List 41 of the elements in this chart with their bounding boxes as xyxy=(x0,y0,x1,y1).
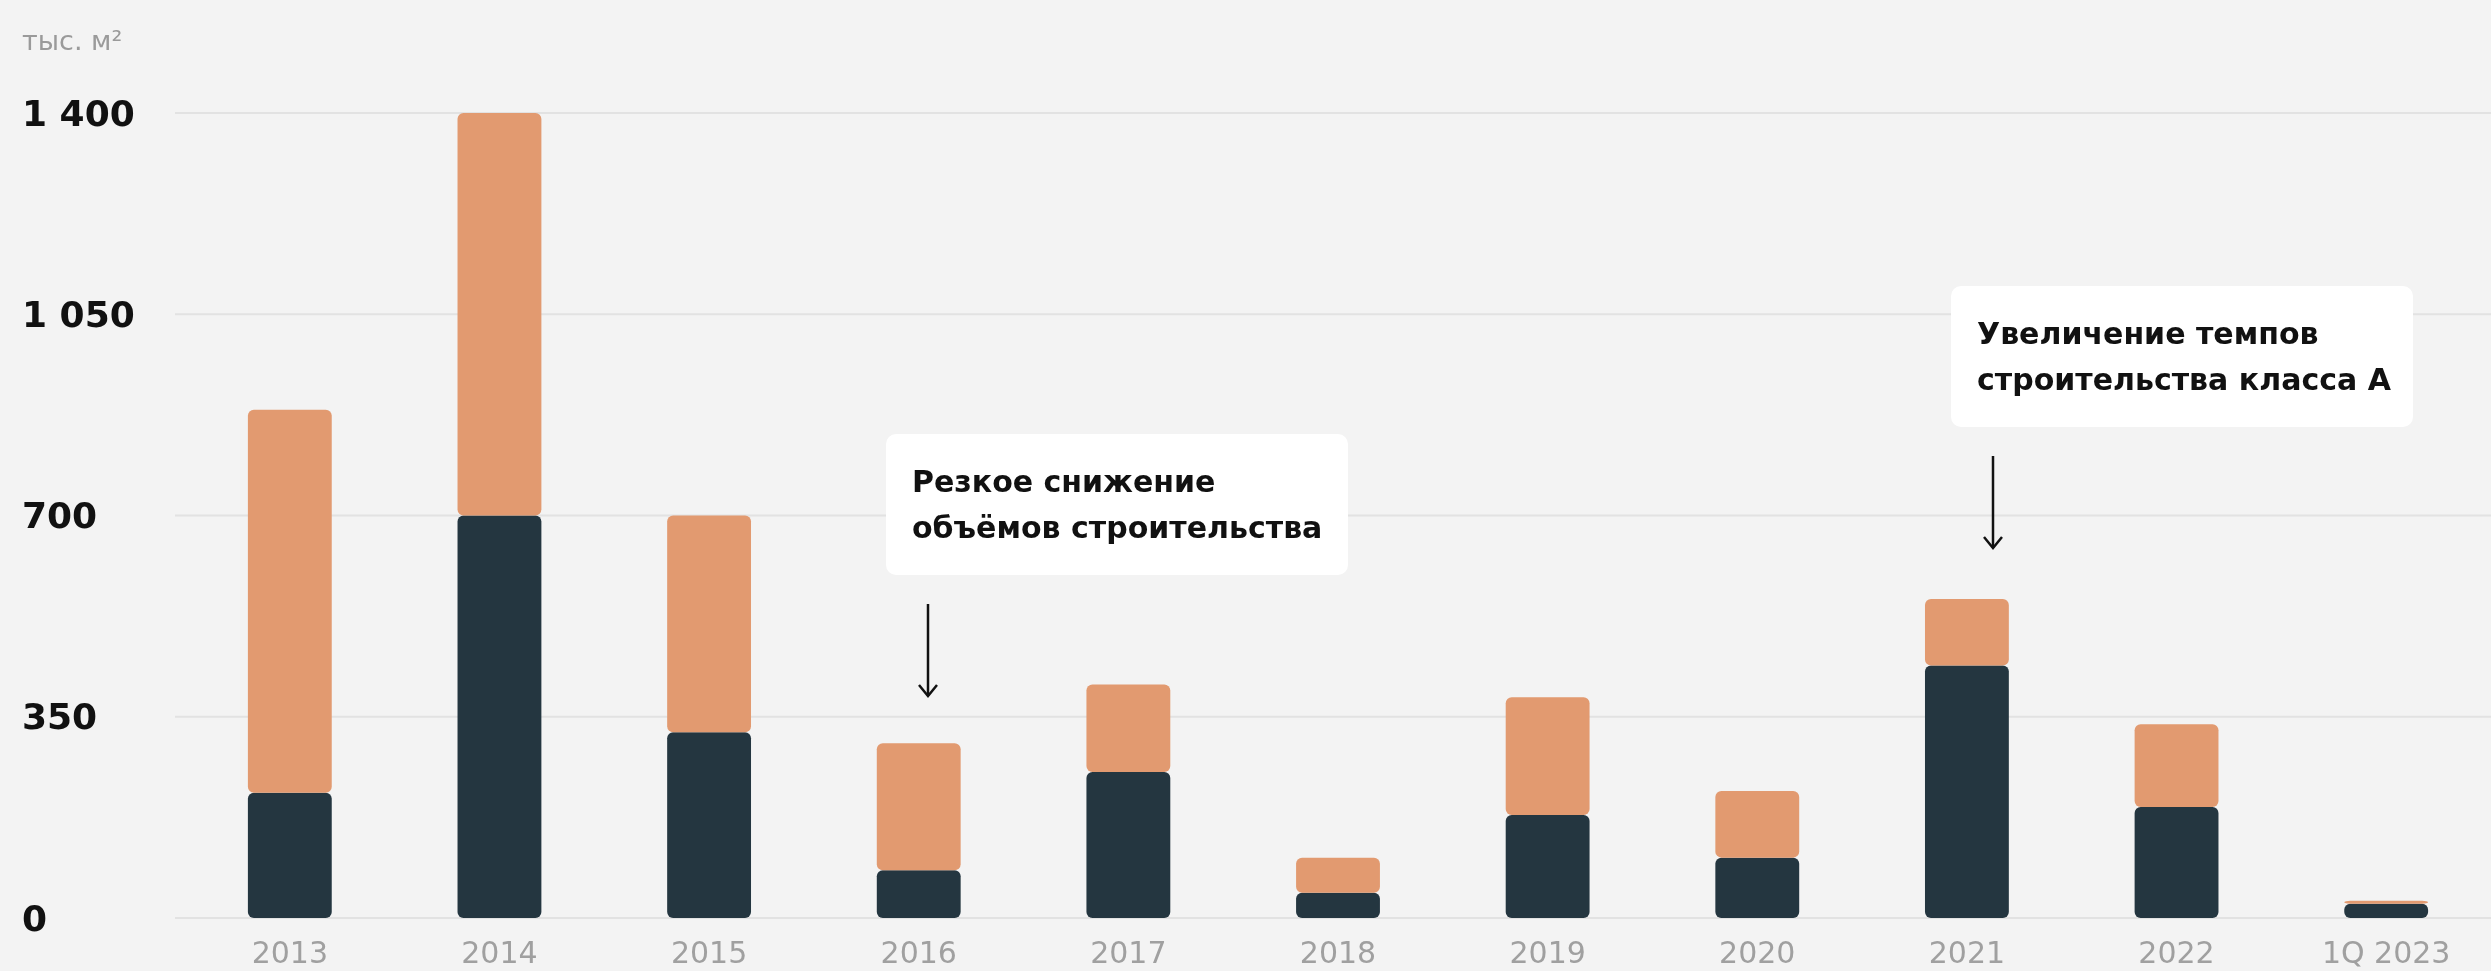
y-tick-label: 700 xyxy=(22,495,98,537)
x-tick-label: 1Q 2023 xyxy=(2321,935,2451,970)
bar xyxy=(2344,903,2429,918)
x-tick-label: 2016 xyxy=(880,935,957,970)
bar xyxy=(2134,724,2219,808)
y-axis-title: тыс. м² xyxy=(22,25,123,56)
bar xyxy=(876,870,961,918)
bar xyxy=(1715,790,1800,858)
bar xyxy=(1086,771,1171,918)
bar xyxy=(2134,807,2219,918)
bar xyxy=(667,515,752,733)
y-tick-label: 0 xyxy=(22,897,48,939)
x-tick-label: 2013 xyxy=(251,935,328,970)
y-tick-label: 350 xyxy=(22,696,98,738)
bar xyxy=(1715,857,1800,918)
annotation: Увеличение темпов строительства класса А xyxy=(1977,316,2392,397)
y-tick-label: 1 400 xyxy=(22,92,135,134)
x-tick-label: 2014 xyxy=(461,935,538,970)
bar xyxy=(1505,815,1590,918)
bar xyxy=(2344,900,2429,904)
x-tick-label: 2020 xyxy=(1719,935,1796,970)
x-tick-label: 2019 xyxy=(1509,935,1586,970)
bar xyxy=(247,792,332,918)
bar xyxy=(1086,684,1171,772)
bar xyxy=(1924,665,2009,918)
x-tick-label: 2017 xyxy=(1090,935,1167,970)
x-tick-label: 2015 xyxy=(670,935,748,970)
bar xyxy=(1924,598,2009,666)
y-tick-label: 1 050 xyxy=(22,293,135,335)
bar xyxy=(1296,892,1380,918)
bar xyxy=(457,515,542,918)
bar xyxy=(457,113,542,516)
bar xyxy=(1505,697,1590,816)
x-tick-label: 2018 xyxy=(1299,935,1377,970)
bar xyxy=(1296,857,1380,893)
bar xyxy=(667,732,752,918)
bar xyxy=(247,409,332,793)
x-tick-label: 2021 xyxy=(1928,935,2006,970)
annotation: Резкое снижение объёмов строительства xyxy=(912,464,1323,545)
x-tick-label: 2022 xyxy=(2138,935,2215,970)
bar xyxy=(876,743,961,871)
